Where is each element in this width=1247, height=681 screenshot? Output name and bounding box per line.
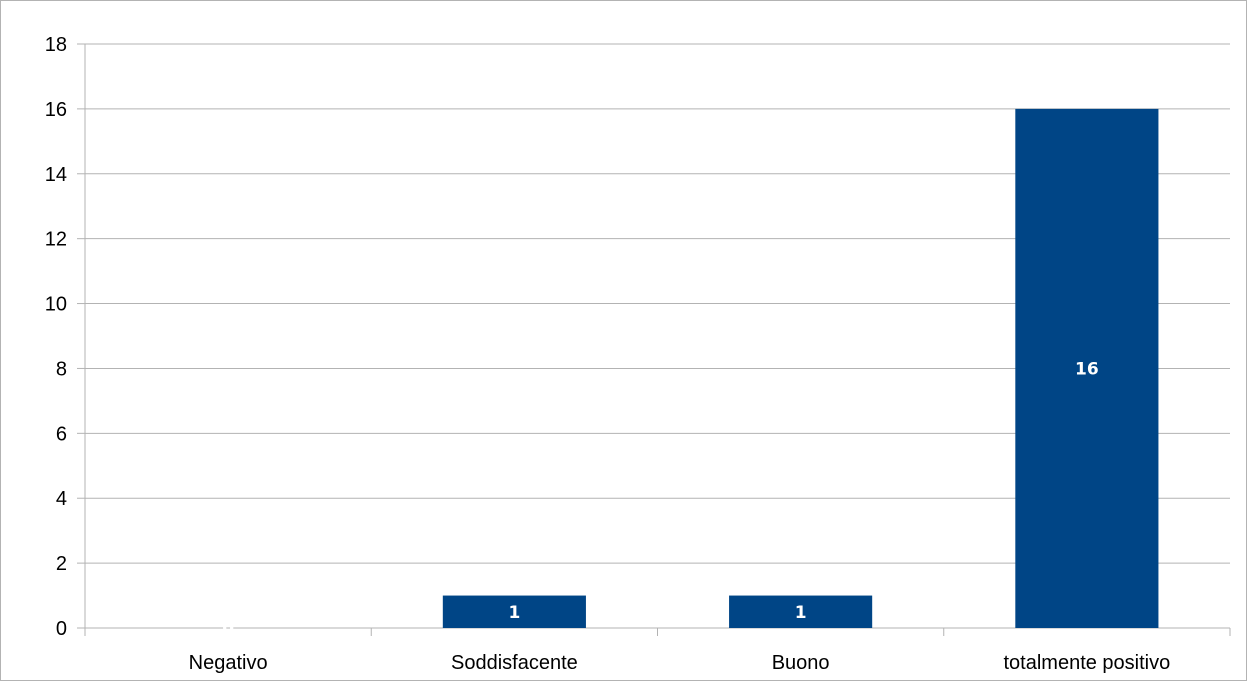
bar: [729, 595, 873, 628]
x-category-label: Soddisfacente: [451, 652, 578, 674]
y-tick-label: 12: [45, 229, 67, 251]
x-category-label: Buono: [772, 652, 830, 674]
y-tick-label: 14: [45, 164, 67, 186]
y-tick-label: 18: [45, 34, 67, 56]
bar-data-label: 16: [1075, 359, 1099, 379]
x-category-label: Negativo: [189, 652, 268, 674]
bar-data-label: 1: [508, 603, 520, 623]
y-tick-label: 2: [56, 553, 67, 575]
y-tick-labels: 0 2 4 6 8 10 12 14 16 18: [45, 34, 67, 640]
y-tick-label: 6: [56, 423, 67, 445]
y-tick-label: 10: [45, 294, 67, 316]
bar: [442, 595, 586, 628]
x-category-label: totalmente positivo: [1003, 652, 1170, 674]
bar-data-label: 0: [222, 619, 234, 639]
bar-data-label: 1: [795, 603, 807, 623]
data-labels: 0 1 1 16: [222, 359, 1099, 639]
y-tick-label: 8: [56, 358, 67, 380]
y-tick-label: 4: [56, 488, 67, 510]
bar: [1015, 108, 1159, 628]
y-tick-label: 16: [45, 99, 67, 121]
gridlines: [85, 43, 1230, 564]
y-tick-label: 0: [56, 618, 67, 640]
x-category-labels: Negativo Soddisfacente Buono totalmente pos…: [189, 652, 1171, 674]
bars: [442, 108, 1159, 628]
